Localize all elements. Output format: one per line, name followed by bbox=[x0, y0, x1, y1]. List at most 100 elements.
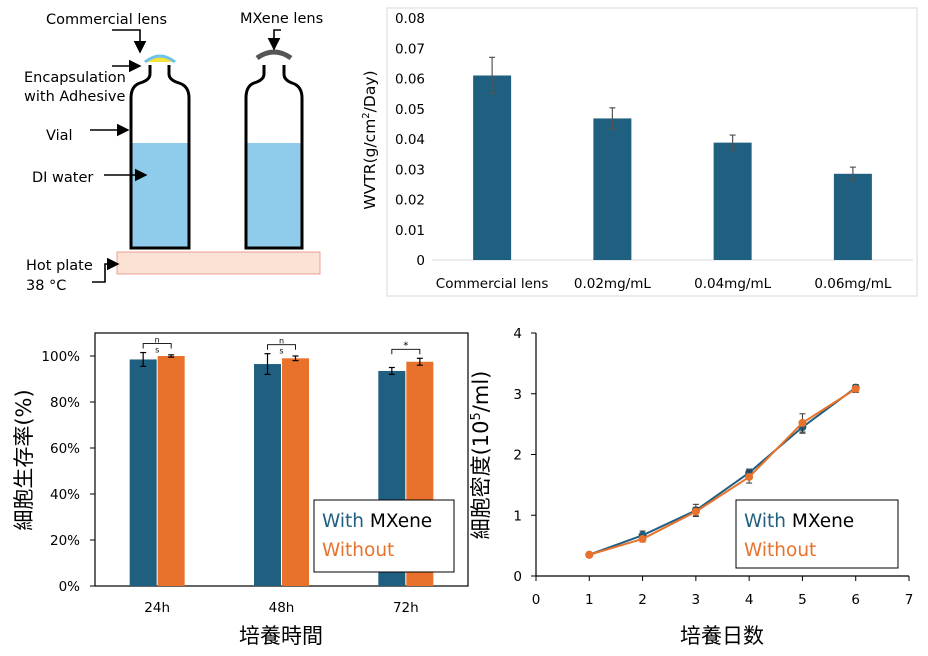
y-tick-label: 0% bbox=[59, 579, 81, 595]
bar bbox=[833, 173, 872, 260]
bar bbox=[593, 118, 632, 261]
series-line bbox=[589, 388, 857, 556]
y-tick-label: 0 bbox=[416, 253, 425, 269]
x-tick-label: 0 bbox=[532, 592, 541, 608]
legend-without: Without bbox=[322, 540, 394, 561]
x-tick-label: 2 bbox=[638, 592, 647, 608]
bars bbox=[473, 56, 872, 261]
data-point bbox=[798, 418, 807, 427]
bar bbox=[157, 356, 185, 586]
label-hot-plate: Hot plate bbox=[26, 258, 93, 274]
bar bbox=[713, 142, 752, 260]
label-vial: Vial bbox=[46, 128, 73, 144]
data-point bbox=[585, 550, 594, 559]
bar bbox=[282, 358, 309, 586]
significance-bracket bbox=[267, 344, 296, 350]
vial-commercial bbox=[129, 54, 191, 250]
series-line bbox=[588, 386, 857, 556]
data-point bbox=[638, 534, 647, 543]
y-axis-label: 細胞生存率(%) bbox=[12, 389, 36, 530]
x-axis: Commercial lens 0.02mg/mL 0.04mg/mL 0.06mg/… bbox=[436, 276, 892, 292]
bar bbox=[473, 75, 512, 260]
data-point bbox=[745, 472, 754, 481]
y-tick-label: 0.01 bbox=[395, 223, 425, 239]
label-commercial-lens: Commercial lens bbox=[46, 12, 167, 28]
commercial-lens-rim bbox=[144, 54, 176, 64]
y-tick-label: 60% bbox=[50, 441, 80, 457]
label-mxene-lens: MXene lens bbox=[240, 11, 323, 27]
x-tick-label: 0.04mg/mL bbox=[694, 276, 771, 292]
y-tick-label: 0.08 bbox=[395, 11, 425, 27]
x-tick-label: 0.02mg/mL bbox=[574, 276, 651, 292]
x-tick-label: 7 bbox=[905, 592, 914, 608]
x-tick-label: 0.06mg/mL bbox=[814, 276, 891, 292]
x-tick-label: 48h bbox=[269, 600, 295, 616]
mxene-lens-shape bbox=[255, 49, 293, 61]
x-tick-label: 4 bbox=[745, 592, 754, 608]
arrow-mxene-lens bbox=[267, 29, 281, 51]
vial-mxene bbox=[244, 49, 304, 250]
y-tick-label: 1 bbox=[513, 508, 522, 524]
schematic-panel: Commercial lens MXene lens Encapsulation… bbox=[24, 11, 323, 294]
legend-with-mxene: With MXene bbox=[322, 511, 432, 532]
y-axis: 0% 20% 40% 60% 80% 100% bbox=[41, 349, 95, 595]
label-encapsulation: Encapsulation bbox=[24, 70, 126, 86]
x-tick-label: 1 bbox=[585, 592, 594, 608]
x-axis-label: 培養時間 bbox=[239, 624, 323, 648]
x-tick-label: 24h bbox=[144, 600, 170, 616]
legend-box bbox=[735, 499, 899, 569]
plot-frame bbox=[94, 332, 469, 587]
y-tick-label: 4 bbox=[513, 326, 522, 342]
y-axis-label: WVTR(g/cm2/Day) bbox=[361, 70, 379, 209]
wvtr-chart: 0 0.01 0.02 0.03 0.04 0.05 0.06 0.07 0.08 Commer… bbox=[361, 7, 918, 297]
label-encapsulation-2: with Adhesive bbox=[24, 89, 126, 105]
y-tick-label: 3 bbox=[513, 387, 522, 403]
y-axis: 0 0.01 0.02 0.03 0.04 0.05 0.06 0.07 0.08 bbox=[395, 11, 913, 269]
legend-without: Without bbox=[744, 540, 816, 561]
series bbox=[585, 383, 860, 559]
data-point bbox=[851, 384, 860, 393]
x-axis: 24h 48h 72h bbox=[144, 600, 418, 616]
significance-bracket bbox=[391, 348, 421, 355]
significance-label: s bbox=[279, 347, 283, 356]
y-tick-label: 0.02 bbox=[395, 193, 425, 209]
arrow-commercial-lens bbox=[112, 29, 147, 54]
x-tick-label: 3 bbox=[692, 592, 701, 608]
significance-label: n bbox=[279, 337, 284, 346]
data-point bbox=[691, 507, 700, 516]
bar bbox=[129, 359, 157, 586]
chart-frame bbox=[386, 7, 918, 297]
label-di-water: DI water bbox=[32, 170, 93, 186]
significance-bracket bbox=[142, 343, 172, 349]
significance-label: n bbox=[155, 336, 160, 345]
y-tick-label: 0 bbox=[513, 569, 522, 585]
density-chart: 0 1 2 3 4 5 6 7 0 1 2 3 4 細胞密度(105/ml) 培養日数 With MXe… bbox=[469, 326, 913, 648]
y-tick-label: 0.07 bbox=[395, 41, 425, 57]
y-tick-label: 2 bbox=[513, 448, 522, 464]
x-tick-label: 72h bbox=[393, 600, 419, 616]
y-tick-label: 80% bbox=[50, 395, 80, 411]
y-tick-label: 0.05 bbox=[395, 102, 425, 118]
x-tick-label: 6 bbox=[851, 592, 860, 608]
y-tick-label: 40% bbox=[50, 487, 80, 503]
y-tick-label: 0.04 bbox=[395, 132, 425, 148]
significance-label: s bbox=[155, 346, 159, 355]
x-axis-label: 培養日数 bbox=[680, 624, 764, 648]
legend-with-mxene: With MXene bbox=[744, 511, 854, 532]
hot-plate bbox=[116, 251, 321, 275]
significance-label: * bbox=[403, 340, 408, 351]
y-tick-label: 20% bbox=[50, 533, 80, 549]
water-fill bbox=[131, 143, 189, 248]
water-fill bbox=[246, 143, 302, 248]
vial-outline bbox=[129, 65, 191, 250]
label-hot-plate-temp: 38 °C bbox=[26, 278, 66, 294]
vial-outline bbox=[244, 65, 304, 250]
legend: With MXene Without bbox=[735, 499, 899, 569]
x-tick-label: 5 bbox=[798, 592, 807, 608]
arrow-hot-plate bbox=[92, 257, 120, 283]
bar bbox=[254, 364, 281, 586]
legend-box bbox=[313, 499, 455, 573]
